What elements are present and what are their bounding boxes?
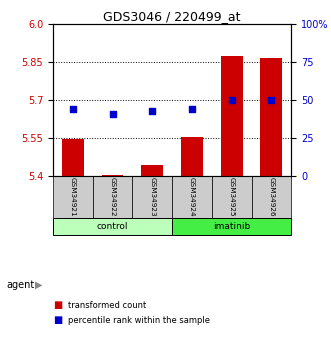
Bar xyxy=(172,176,212,218)
Title: GDS3046 / 220499_at: GDS3046 / 220499_at xyxy=(103,10,241,23)
Text: GSM34924: GSM34924 xyxy=(189,177,195,217)
Text: agent: agent xyxy=(7,280,35,289)
Bar xyxy=(221,56,243,176)
Text: GSM34921: GSM34921 xyxy=(70,177,76,217)
Point xyxy=(110,111,115,117)
Text: GSM34923: GSM34923 xyxy=(149,177,155,217)
Point xyxy=(150,108,155,114)
Text: GSM34925: GSM34925 xyxy=(229,177,235,217)
Bar xyxy=(132,176,172,218)
Bar xyxy=(260,58,282,176)
Text: GSM34922: GSM34922 xyxy=(110,177,116,217)
Point xyxy=(229,97,234,103)
Text: transformed count: transformed count xyxy=(68,301,146,310)
Point xyxy=(269,97,274,103)
Text: percentile rank within the sample: percentile rank within the sample xyxy=(68,316,210,325)
Bar xyxy=(141,165,163,176)
Bar xyxy=(181,137,203,176)
Text: ■: ■ xyxy=(53,300,62,310)
Bar xyxy=(102,175,123,176)
Bar xyxy=(53,218,172,235)
Bar xyxy=(53,176,93,218)
Text: ▶: ▶ xyxy=(35,280,42,289)
Text: control: control xyxy=(97,222,128,231)
Text: imatinib: imatinib xyxy=(213,222,250,231)
Bar xyxy=(212,176,252,218)
Text: GSM34926: GSM34926 xyxy=(268,177,274,217)
Point xyxy=(189,107,195,112)
Bar xyxy=(252,176,291,218)
Text: ■: ■ xyxy=(53,315,62,325)
Bar xyxy=(172,218,291,235)
Bar xyxy=(62,139,84,176)
Bar xyxy=(93,176,132,218)
Point xyxy=(70,107,75,112)
